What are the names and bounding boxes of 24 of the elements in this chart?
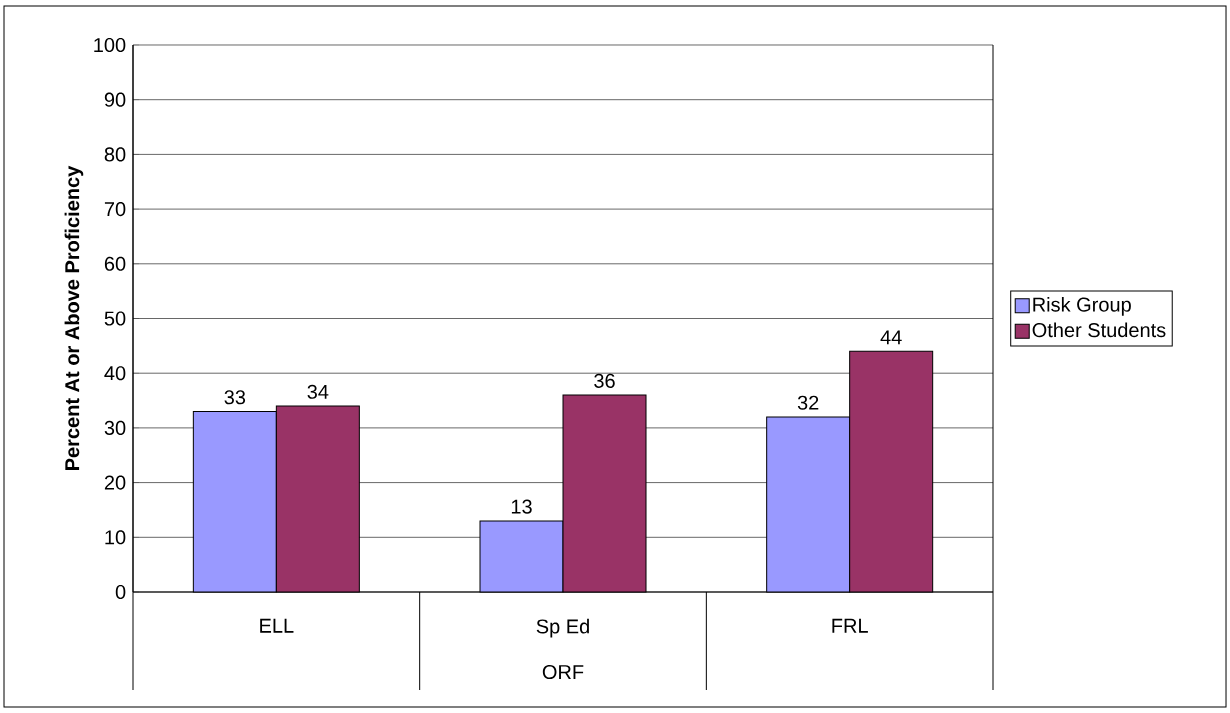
y-tick-label: 100 [94, 37, 126, 53]
y-tick-label: 30 [104, 420, 126, 435]
y-tick-label: 20 [104, 475, 126, 490]
y-tick-label: 60 [104, 256, 126, 271]
data-label: 44 [880, 330, 902, 345]
data-label: 36 [594, 373, 615, 388]
y-tick-label: 50 [104, 311, 126, 326]
y-tick-label: 80 [104, 147, 126, 162]
legend-label: Other Students [1032, 322, 1166, 338]
data-label: 34 [307, 384, 329, 399]
y-tick-label: 40 [104, 366, 126, 381]
y-tick-label: 10 [105, 530, 126, 545]
x-axis-title: ORF [542, 664, 584, 680]
data-label: 13 [511, 499, 532, 514]
data-label: 33 [224, 390, 246, 405]
x-tick-label: FRL [832, 618, 868, 633]
legend-label: Risk Group [1033, 297, 1131, 316]
x-tick-label: Sp Ed [536, 618, 589, 638]
x-tick-label: ELL [260, 618, 294, 633]
y-tick-label: 0 [115, 584, 126, 600]
y-axis-title: Percent At or Above Proficiency [64, 165, 84, 470]
y-tick-label: 70 [104, 202, 126, 217]
data-label: 32 [797, 395, 819, 410]
y-tick-label: 90 [104, 92, 126, 107]
